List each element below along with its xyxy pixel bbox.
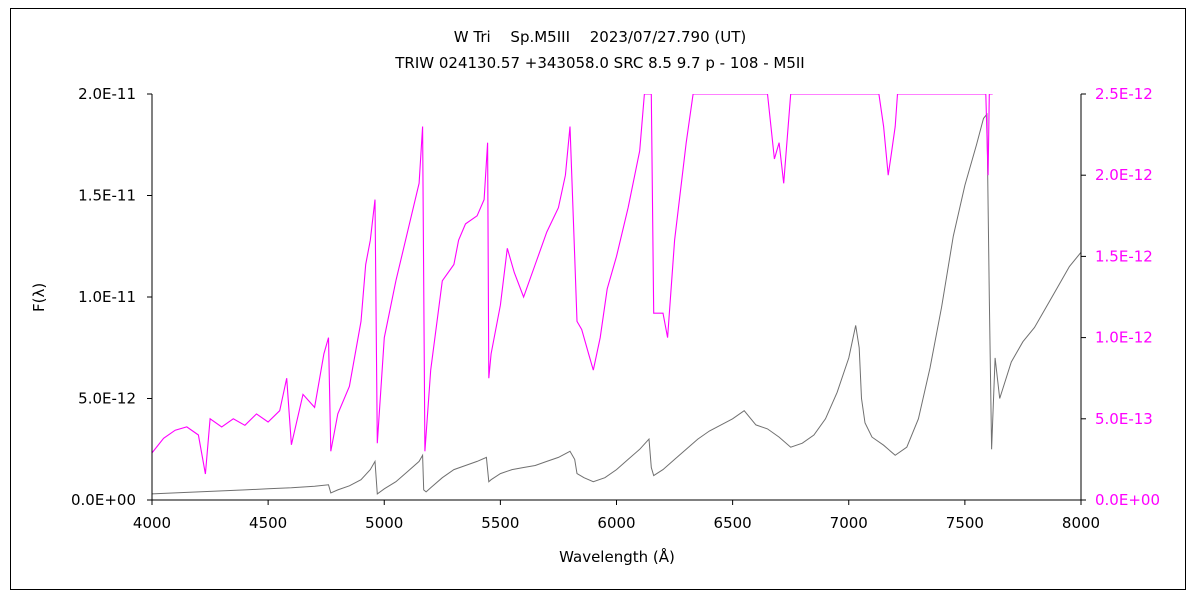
x-tick-label: 8000	[1062, 514, 1100, 532]
chart-title: W Tri Sp.M5III 2023/07/27.790 (UT)	[453, 28, 747, 46]
y-right-tick-label: 1.5E-12	[1095, 247, 1153, 265]
x-tick-label: 4500	[249, 514, 287, 532]
x-tick-label: 4000	[133, 514, 171, 532]
x-tick-label: 5000	[365, 514, 403, 532]
y-right-tick-label: 1.0E-12	[1095, 329, 1153, 347]
y-left-tick-label: 1.5E-11	[78, 187, 136, 205]
y-right-tick-label: 2.5E-12	[1095, 85, 1153, 103]
y-right-tick-label: 0.0E+00	[1095, 491, 1160, 509]
spectrum-line-right-axis	[152, 94, 993, 475]
y-left-tick-label: 5.0E-12	[78, 390, 136, 408]
x-tick-label: 7000	[830, 514, 868, 532]
y-right-tick-label: 5.0E-13	[1095, 410, 1153, 428]
y-left-tick-label: 2.0E-11	[78, 85, 136, 103]
x-tick-label: 5500	[481, 514, 519, 532]
x-axis-label: Wavelength (Å)	[559, 548, 675, 566]
y-left-tick-label: 0.0E+00	[71, 491, 136, 509]
x-tick-label: 6000	[597, 514, 635, 532]
figure-frame	[10, 8, 1186, 590]
x-tick-label: 7500	[946, 514, 984, 532]
y-left-tick-label: 1.0E-11	[78, 288, 136, 306]
x-tick-label: 6500	[714, 514, 752, 532]
spectrum-line-left-axis	[152, 112, 1081, 495]
chart-subtitle: TRIW 024130.57 +343058.0 SRC 8.5 9.7 p -…	[395, 54, 805, 72]
y-right-tick-label: 2.0E-12	[1095, 166, 1153, 184]
